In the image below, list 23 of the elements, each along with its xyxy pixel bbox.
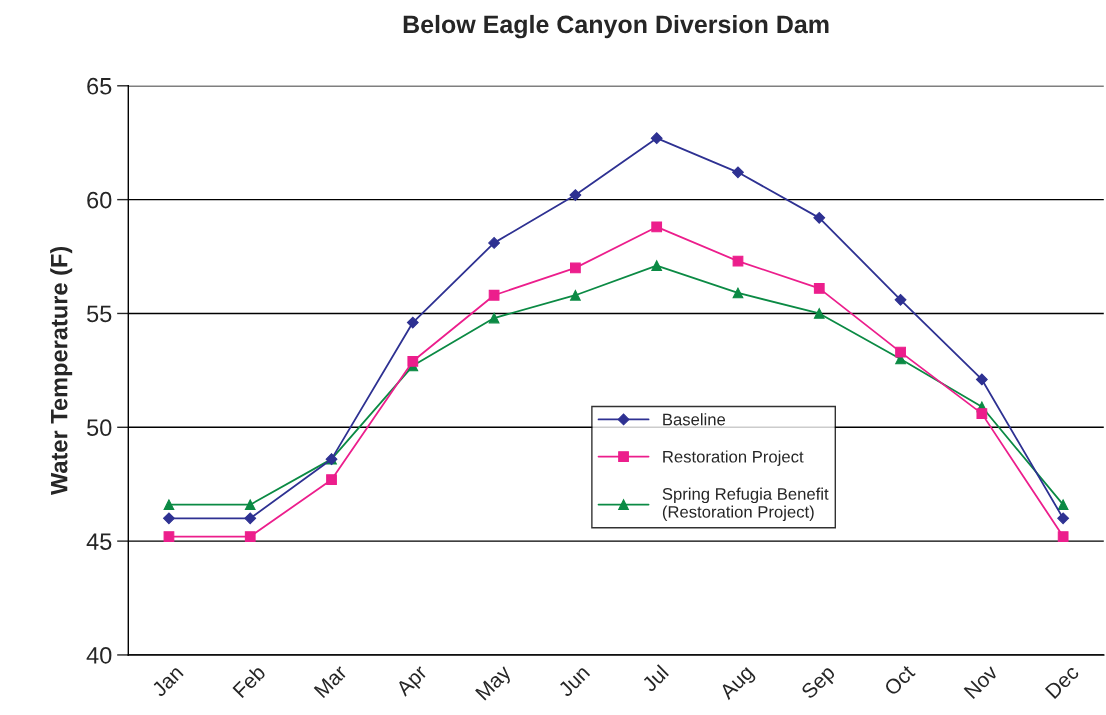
x-tick-label: Feb [231,663,267,699]
y-tick-label: 40 [86,647,112,664]
chart-title: Below Eagle Canyon Diversion Dam [403,14,829,39]
y-tick-label: 45 [86,533,112,550]
x-tick-label: Mar [313,664,348,699]
x-tick-label: Nov [963,663,999,700]
x-tick-label: Jun [557,664,591,698]
x-tick-label: May [475,663,515,704]
legend-label: Spring Refugia Benefit (Restoration Project) [662,487,829,522]
x-tick-label: Aug [718,664,757,704]
x-tick-label: Dec [1044,664,1080,700]
x-tick-label: Jan [150,664,184,698]
y-tick-label: 55 [87,305,112,323]
y-tick-label: 50 [87,419,112,437]
y-tick-label: 65 [87,77,112,95]
y-tick-label: 60 [87,191,112,209]
y-axis-title: Water Temperature (F) [50,246,73,495]
x-tick-label: Sep [800,664,839,703]
x-tick-label: Apr [395,664,431,700]
legend-label: Restoration Project [663,450,804,466]
x-tick-label: Jul [640,664,670,693]
x-tick-label: Oct [883,663,916,697]
legend-label: Baseline [663,413,726,426]
